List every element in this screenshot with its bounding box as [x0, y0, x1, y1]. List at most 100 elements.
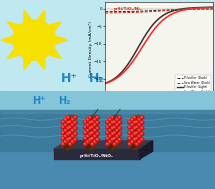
- Circle shape: [133, 132, 137, 136]
- Circle shape: [108, 118, 112, 122]
- Circle shape: [131, 129, 134, 132]
- Circle shape: [119, 122, 120, 123]
- Circle shape: [89, 121, 92, 124]
- Bar: [91, 116, 93, 144]
- Bar: [64, 121, 65, 149]
- Bar: [108, 121, 114, 149]
- Circle shape: [97, 127, 98, 129]
- Circle shape: [66, 138, 70, 141]
- Legend: Pi buffer (Dark), Sea Water (Dark), Pi buffer (Light), Sea Water (Light): Pi buffer (Dark), Sea Water (Dark), Pi b…: [175, 75, 211, 95]
- Polygon shape: [50, 22, 61, 31]
- Circle shape: [116, 124, 117, 125]
- Ellipse shape: [111, 118, 116, 119]
- Circle shape: [87, 135, 88, 136]
- Circle shape: [67, 116, 68, 118]
- Circle shape: [128, 131, 132, 135]
- Circle shape: [113, 121, 117, 124]
- Circle shape: [83, 137, 87, 140]
- Circle shape: [118, 138, 122, 141]
- Circle shape: [71, 135, 75, 138]
- Circle shape: [97, 122, 98, 123]
- Polygon shape: [8, 49, 19, 58]
- Circle shape: [138, 141, 140, 142]
- Bar: [114, 116, 115, 144]
- Circle shape: [72, 141, 73, 142]
- Circle shape: [64, 129, 68, 132]
- Circle shape: [87, 119, 88, 120]
- Bar: [64, 121, 69, 149]
- Circle shape: [113, 137, 117, 140]
- Circle shape: [131, 123, 134, 127]
- Circle shape: [141, 122, 142, 123]
- Circle shape: [89, 138, 92, 141]
- Circle shape: [134, 127, 135, 129]
- Circle shape: [112, 127, 113, 129]
- Circle shape: [89, 133, 91, 134]
- Circle shape: [114, 126, 115, 127]
- Circle shape: [89, 116, 92, 119]
- Circle shape: [115, 129, 119, 132]
- Circle shape: [66, 121, 70, 124]
- Circle shape: [136, 138, 137, 139]
- Circle shape: [91, 126, 93, 127]
- Bar: [111, 118, 116, 147]
- Circle shape: [67, 139, 68, 140]
- Circle shape: [134, 116, 135, 118]
- Circle shape: [135, 126, 139, 129]
- Circle shape: [116, 141, 117, 142]
- Circle shape: [118, 121, 122, 124]
- Circle shape: [71, 118, 75, 122]
- Circle shape: [136, 121, 137, 122]
- Circle shape: [119, 139, 120, 140]
- Circle shape: [140, 116, 144, 119]
- Bar: [86, 121, 92, 149]
- Circle shape: [106, 138, 108, 139]
- Circle shape: [61, 137, 65, 140]
- Circle shape: [129, 132, 130, 133]
- Circle shape: [72, 130, 73, 131]
- Circle shape: [69, 121, 70, 122]
- Circle shape: [135, 143, 139, 146]
- Circle shape: [115, 123, 119, 127]
- Circle shape: [71, 123, 75, 127]
- Circle shape: [131, 130, 132, 131]
- Circle shape: [141, 133, 142, 134]
- Circle shape: [84, 126, 86, 127]
- Circle shape: [136, 132, 137, 133]
- Circle shape: [13, 20, 56, 60]
- Circle shape: [67, 133, 68, 134]
- Ellipse shape: [89, 118, 94, 119]
- Circle shape: [128, 121, 132, 124]
- Circle shape: [62, 126, 63, 127]
- Circle shape: [134, 139, 135, 140]
- Circle shape: [72, 124, 73, 125]
- Circle shape: [91, 137, 94, 140]
- Polygon shape: [57, 36, 68, 44]
- Circle shape: [68, 137, 72, 140]
- Circle shape: [64, 124, 66, 125]
- Circle shape: [109, 130, 110, 131]
- Circle shape: [83, 143, 87, 146]
- Circle shape: [133, 121, 137, 124]
- Circle shape: [138, 135, 141, 138]
- Circle shape: [96, 116, 99, 119]
- Circle shape: [71, 140, 75, 144]
- Circle shape: [129, 143, 130, 144]
- Circle shape: [106, 121, 108, 122]
- Circle shape: [68, 126, 72, 129]
- Circle shape: [87, 141, 88, 142]
- Circle shape: [114, 132, 115, 133]
- Circle shape: [133, 116, 137, 119]
- Circle shape: [91, 143, 94, 146]
- Polygon shape: [38, 11, 45, 22]
- Ellipse shape: [114, 115, 119, 117]
- Circle shape: [113, 126, 117, 129]
- Bar: [133, 118, 135, 147]
- Bar: [86, 121, 88, 149]
- Circle shape: [93, 135, 97, 138]
- Circle shape: [118, 127, 122, 130]
- Circle shape: [72, 135, 73, 136]
- Circle shape: [94, 119, 95, 120]
- Circle shape: [89, 122, 91, 123]
- Circle shape: [119, 127, 120, 129]
